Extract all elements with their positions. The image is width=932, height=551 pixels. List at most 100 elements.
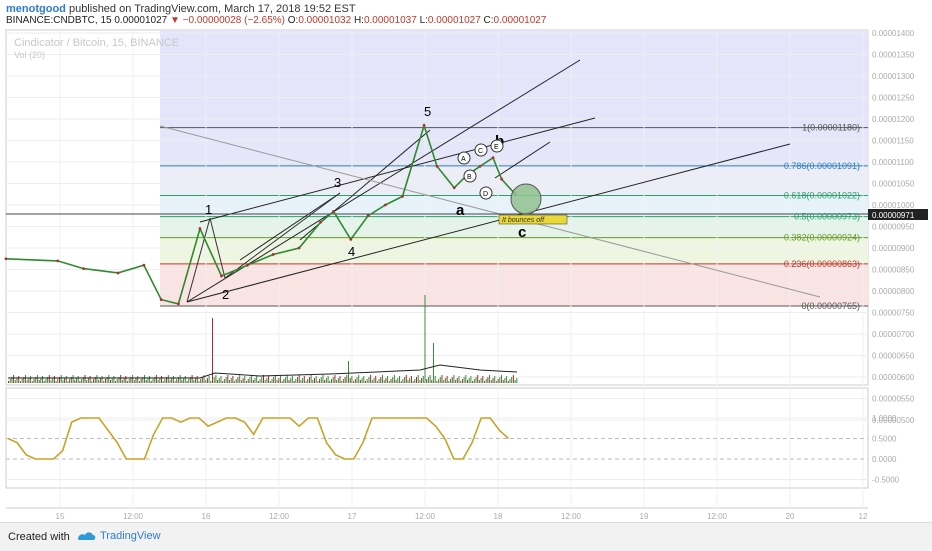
volume-bar [26,380,28,383]
volume-bar [461,379,463,383]
volume-bar [325,378,327,383]
volume-bar [356,377,358,383]
volume-bar [53,376,55,383]
volume-bar [81,379,83,383]
volume-bar [132,375,134,383]
annotation-box [498,214,568,225]
volume-bar [189,377,191,383]
volume-bar [240,380,242,383]
volume-bar [19,381,21,383]
volume-bar [475,377,477,383]
symbol-label: BINANCE:CNDBTC, 15 [6,15,112,26]
volume-bar [55,381,57,383]
volume-bar [339,376,341,383]
volume-bar [266,378,268,383]
volume-bar [331,379,332,383]
time-tick-label: 16 [202,512,211,521]
volume-bar [242,378,244,383]
volume-bar [93,379,94,383]
volume-bar [91,381,93,383]
volume-bar [205,380,207,383]
author-name[interactable]: menotgood [6,3,66,15]
tradingview-logo-icon [78,532,96,540]
volume-bar [223,379,225,383]
volume-bar [419,380,421,383]
volume-bar [179,375,181,383]
volume-bar [246,381,247,383]
volume-bar [157,380,159,383]
volume-bar [234,381,236,383]
volume-bar [254,378,256,383]
tradingview-brand-label: TradingView [100,530,161,542]
volume-bar [300,380,302,383]
close-label: C: [483,15,494,26]
volume-bar [351,376,353,383]
publish-header: menotgood published on TradingView.com, … [6,2,356,16]
volume-bar [212,318,213,383]
price-point [56,259,60,263]
volume-bar [308,377,310,383]
wave-label-c: c [518,224,526,241]
volume-bar [59,377,60,383]
volume-bar [249,377,251,383]
volume-bar [191,375,193,383]
volume-bar [14,380,16,383]
volume-bar [492,378,494,383]
volume-bar [222,381,224,383]
wave-label-5: 5 [424,104,431,119]
price-tick-label: 0.00001150 [872,137,914,146]
volume-bar [463,377,465,383]
volume-bar [460,381,462,383]
volume-bar [229,380,230,383]
volume-bar [188,379,190,383]
volume-bar [319,379,321,383]
volume-bar [393,375,395,383]
volume-bar [427,377,429,383]
volume-bar [358,375,360,383]
price-point [198,227,202,231]
volume-bar [104,379,106,383]
price-tick-label: 0.00001100 [872,158,914,167]
volume-bar [86,380,88,383]
price-point [422,124,426,127]
price-point [332,210,335,213]
chart-canvas[interactable]: 1(0.00001180) 0.786(0.00001091) 0.618(0.00… [0,0,932,522]
volume-bar [370,375,372,383]
volume-bar [478,380,480,383]
volume-bar [337,378,339,383]
volume-bar [62,380,64,383]
volume-bar [8,381,9,383]
volume-bar [400,381,402,383]
tradingview-brand[interactable]: TradingView [76,528,161,544]
volume-bar [237,377,239,383]
volume-bar [334,375,336,383]
volume-bar [161,376,162,383]
volume-bar [320,377,322,383]
volume-bar [317,381,319,383]
price-point [4,257,8,261]
volume-bar [314,378,315,383]
volume-bar [376,381,378,383]
high-value: 0.00001037 [363,15,417,26]
volume-bar [288,380,290,383]
volume-bar [405,375,407,383]
price-point [435,164,439,168]
price-point [349,238,353,241]
volume-bar [89,376,91,383]
volume-bar [215,375,217,383]
volume-bar [402,379,404,383]
volume-bar [193,380,195,383]
volume-bar [18,376,20,383]
published-text: published on TradingView.com, March 17, … [68,3,356,15]
volume-bar [220,376,222,383]
volume-bar [353,381,355,383]
volume-bar [283,379,285,383]
volume-bar [208,376,210,383]
volume-bar [439,377,441,383]
volume-bar [410,376,412,383]
price-point [82,267,85,271]
fib-level-label: 0.618(0.00001022) [784,191,860,201]
volume-bar [286,375,288,383]
volume-bar [196,376,198,383]
volume-bar [298,375,300,383]
